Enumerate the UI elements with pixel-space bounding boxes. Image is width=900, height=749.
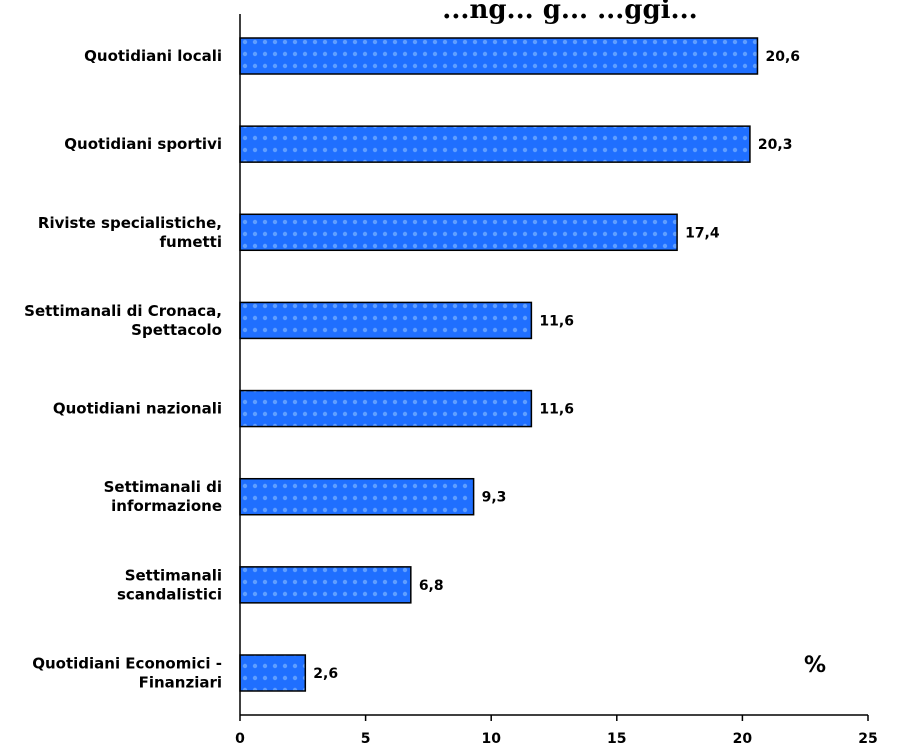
category-label: Settimanali scandalistici <box>117 566 222 603</box>
value-label: 11,6 <box>539 313 574 329</box>
category-label-line: Spettacolo <box>131 321 222 339</box>
category-label: Quotidiani sportivi <box>64 135 222 153</box>
category-label-line: Quotidiani locali <box>84 47 222 65</box>
x-tick-label: 25 <box>858 731 877 747</box>
category-label: Riviste specialistiche, fumetti <box>38 214 222 251</box>
x-tick-label: 0 <box>235 731 245 747</box>
bar <box>239 566 412 604</box>
category-label-line: scandalistici <box>117 585 222 603</box>
category-label-line: Quotidiani Economici - <box>32 655 222 673</box>
category-label-line: Riviste specialistiche, <box>38 214 222 232</box>
x-tick-label: 5 <box>361 731 371 747</box>
category-label-line: informazione <box>111 497 222 515</box>
category-label-line: Settimanali <box>125 566 222 584</box>
bar <box>239 37 759 75</box>
bar <box>239 213 678 252</box>
value-label: 20,6 <box>765 49 800 65</box>
chart-title: ...ng... g... ...ggi... <box>442 0 697 25</box>
value-label: 17,4 <box>685 225 720 241</box>
value-label: 11,6 <box>539 402 574 418</box>
bar <box>239 654 307 692</box>
x-tick-label: 15 <box>607 731 626 747</box>
value-label: 9,3 <box>482 490 507 506</box>
bar <box>239 125 751 163</box>
category-label-line: Settimanali di <box>104 478 222 496</box>
unit-label: % <box>804 653 826 678</box>
category-label-line: Finanziari <box>139 674 222 692</box>
value-label: 2,6 <box>313 666 338 682</box>
x-tick-label: 10 <box>481 731 501 747</box>
category-label: Quotidiani nazionali <box>53 400 222 418</box>
value-label: 20,3 <box>758 137 793 153</box>
x-tick-label: 20 <box>733 731 753 747</box>
category-label: Settimanali di Cronaca, Spettacolo <box>24 302 222 339</box>
bar <box>239 477 475 516</box>
bar <box>239 389 533 428</box>
category-label-line: Settimanali di Cronaca, <box>24 302 222 320</box>
value-label: 6,8 <box>419 578 444 594</box>
category-label: Quotidiani locali <box>84 47 222 65</box>
category-label: Settimanali di informazione <box>104 478 222 515</box>
category-label-line: fumetti <box>160 233 223 251</box>
category-label-line: Quotidiani sportivi <box>64 135 222 153</box>
category-label-line: Quotidiani nazionali <box>53 400 222 418</box>
bar <box>239 301 533 340</box>
category-label: Quotidiani Economici -Finanziari <box>32 655 222 692</box>
